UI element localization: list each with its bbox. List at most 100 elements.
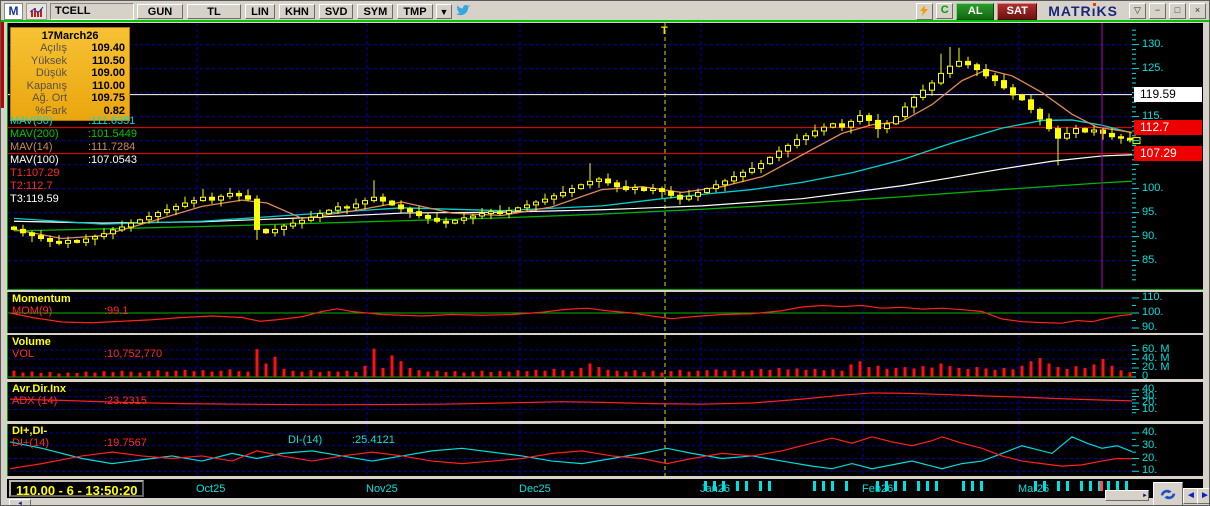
axis-tick-label: 100. — [1142, 306, 1164, 318]
status-bar: 110.00 - 6 - 13:50:20 — [9, 480, 145, 498]
matriks-m-icon[interactable]: M — [4, 2, 23, 20]
axis-tick-label: 115. — [1142, 109, 1163, 122]
mav-label: MAV(200):101.5449 — [10, 128, 137, 140]
session-tick — [704, 481, 707, 491]
session-tick — [1034, 481, 1037, 491]
matriks-brand-logo: MATRıKS — [1048, 3, 1118, 19]
session-tick-red — [1100, 481, 1103, 491]
axis-tick-label: 60. M — [1142, 343, 1170, 355]
axis-tick-label: 110. — [1142, 291, 1163, 303]
mav-label: T1:107.29 — [10, 167, 60, 179]
axis-tick-label: 20. — [1142, 396, 1158, 408]
adx-title: Avr.Dir.Inx — [12, 383, 67, 395]
t-event-marker: T — [661, 25, 668, 37]
session-tick — [1116, 481, 1119, 491]
price-marker-107.29: 107.29 — [1134, 145, 1202, 161]
session-tick — [1089, 481, 1092, 491]
info-row: Kapanış 110.00 — [26, 79, 125, 92]
axis-tick-label: 100. — [1142, 181, 1164, 194]
toolbar-button-svd[interactable]: SVD — [318, 3, 354, 19]
info-date: 17March26 — [41, 30, 99, 42]
session-tick — [1098, 481, 1101, 491]
time-axis-label: Nov25 — [366, 483, 398, 495]
adx-label: ADX (14):23.2315 — [12, 395, 147, 407]
di-panel[interactable]: DI+,DI- DI+(14):19.7567 DI-(14):25.4121 … — [7, 424, 1203, 476]
session-tick — [845, 481, 848, 491]
session-tick — [768, 481, 771, 491]
axis-tick-label: 90. — [1142, 321, 1158, 333]
sell-button[interactable]: SAT — [997, 2, 1038, 20]
momentum-panel[interactable]: Momentum MOM(9):99.1 110. 100. 90. — [7, 291, 1203, 333]
axis-tick-label: 95. — [1142, 205, 1158, 218]
chart-type-icon[interactable] — [26, 2, 47, 20]
refresh-icon[interactable]: C — [936, 3, 954, 19]
toolbar-button-lin[interactable]: LIN — [245, 3, 275, 19]
session-tick — [831, 481, 834, 491]
chevron-down-icon[interactable]: ▼ — [435, 3, 453, 19]
volume-label: VOL:10,752,770 — [12, 348, 163, 360]
session-tick — [1066, 481, 1069, 491]
scroll-left-button[interactable]: ◄ — [9, 499, 31, 505]
session-tick — [736, 481, 739, 491]
toolbar-button-gun[interactable]: GUN — [137, 3, 183, 19]
toolbar-separator — [1, 20, 1209, 22]
time-axis-label: Mar26 — [1018, 483, 1049, 495]
buy-button[interactable]: AL — [956, 2, 995, 20]
axis-tick-label: 125. — [1142, 61, 1164, 74]
axis-tick-label: 40. — [1142, 426, 1158, 438]
axis-tick-label: 10. — [1142, 464, 1158, 477]
minimize-icon[interactable]: − — [1149, 3, 1166, 19]
session-tick — [1125, 481, 1128, 491]
session-tick — [822, 481, 825, 491]
momentum-title: Momentum — [12, 293, 71, 305]
session-tick — [935, 481, 938, 491]
session-tick — [980, 481, 983, 491]
bottom-bar — [1, 498, 1209, 505]
adx-panel[interactable]: Avr.Dir.Inx ADX (14):23.2315 40. 30. 20. 10… — [7, 382, 1203, 421]
di-title: DI+,DI- — [12, 425, 48, 437]
session-tick — [1043, 481, 1046, 491]
h-scrollbar[interactable]: ► — [1105, 490, 1149, 501]
session-tick — [894, 481, 897, 491]
session-tick — [713, 481, 716, 491]
session-tick — [962, 481, 965, 491]
axis-tick-label: 30. — [1142, 389, 1158, 402]
mav-label: MAV(100):107.0543 — [10, 154, 137, 166]
info-row: Düşük 109.00 — [35, 67, 125, 79]
axis-tick-label: 130. — [1142, 37, 1164, 50]
session-tick — [722, 481, 725, 491]
price-marker-112.7: 112.7 — [1134, 119, 1202, 135]
info-row: Ağ. Ort 109.75 — [32, 92, 125, 104]
price-chart-panel[interactable]: T 17March26 Açılış 109.40 Yüksek 110.50 Düşü… — [7, 23, 1203, 290]
toolbar-button-sym[interactable]: SYM — [357, 3, 394, 19]
toolbar-button-tmp[interactable]: TMP — [397, 3, 433, 19]
toolbar-right: C AL SAT MATRıKS ▽ − □ × — [916, 2, 1206, 20]
page-right-button[interactable]: ► — [1197, 488, 1209, 504]
left-edge-accent — [1, 22, 4, 108]
session-tick — [813, 481, 816, 491]
matriks-swirl-logo[interactable] — [1153, 482, 1183, 505]
session-tick — [885, 481, 888, 491]
dropdown-window-icon[interactable]: ▽ — [1129, 3, 1146, 19]
twitter-icon[interactable] — [455, 4, 471, 18]
di-plus-label: DI+(14):19.7567 — [12, 437, 147, 449]
toolbar-button-khn[interactable]: KHN — [279, 3, 315, 19]
session-tick — [759, 481, 762, 491]
axis-tick-label: 30. — [1142, 438, 1158, 451]
flash-icon[interactable] — [916, 2, 934, 20]
close-icon[interactable]: × — [1189, 3, 1206, 19]
session-tick — [1080, 481, 1083, 491]
mav-labels: MAV(50):111.6351 MAV(200):101.5449 MAV(14)… — [10, 115, 137, 206]
axis-tick-label: 20. M — [1142, 361, 1170, 373]
ohlc-info-box: 17March26 Açılış 109.40 Yüksek 110.50 Düşük 1… — [10, 27, 130, 121]
price-marker-119.59: 119.59 — [1134, 86, 1202, 102]
toolbar-button-tl[interactable]: TL — [187, 3, 241, 19]
axis-tick-label: 20. — [1142, 451, 1158, 464]
symbol-input[interactable]: TCELL — [50, 2, 134, 20]
maximize-icon[interactable]: □ — [1169, 3, 1186, 19]
session-tick — [876, 481, 879, 491]
volume-title: Volume — [12, 336, 51, 348]
mav-label: T3:119.59 — [10, 193, 59, 205]
